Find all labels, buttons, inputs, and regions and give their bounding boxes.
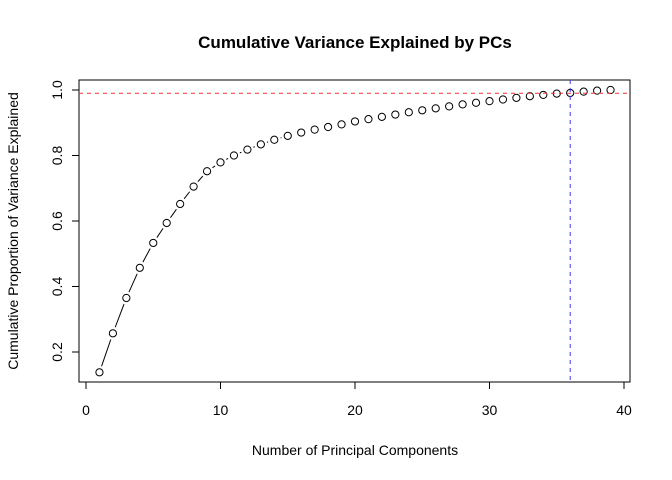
data-point (471, 98, 481, 107)
connector-segment (183, 191, 191, 200)
chart-title: Cumulative Variance Explained by PCs (198, 33, 512, 52)
data-point (108, 329, 118, 338)
x-tick-label: 40 (616, 402, 632, 418)
data-point (216, 158, 225, 167)
x-tick-label: 30 (482, 402, 498, 418)
data-point (404, 108, 413, 117)
data-points (95, 85, 615, 377)
data-point (189, 182, 198, 191)
connector-segment (197, 175, 204, 183)
connector-segment (170, 208, 177, 218)
data-point (202, 167, 212, 176)
data-point (270, 135, 279, 144)
data-point (485, 97, 494, 106)
data-point (579, 87, 588, 96)
x-axis-label: Number of Principal Components (252, 442, 458, 458)
connector-segment (114, 303, 125, 328)
connector-segment (101, 339, 112, 367)
data-point (229, 151, 239, 160)
data-point (297, 128, 306, 137)
data-point (283, 131, 292, 140)
connector-segment (239, 151, 242, 154)
connector-segments (101, 137, 282, 367)
connector-segment (142, 248, 151, 263)
y-tick-label: 1.0 (49, 80, 65, 100)
data-point (512, 93, 521, 102)
data-point (445, 102, 454, 111)
data-point (176, 199, 185, 209)
data-point (350, 117, 360, 126)
data-point (498, 95, 508, 104)
data-point (458, 100, 467, 109)
data-point (377, 112, 386, 121)
connector-segment (128, 273, 138, 293)
data-point (243, 145, 252, 154)
data-point (122, 293, 131, 303)
y-tick-label: 0.6 (49, 211, 65, 231)
connector-segment (226, 158, 229, 160)
data-point (593, 86, 602, 95)
connector-segment (212, 165, 216, 169)
data-point (391, 110, 400, 119)
y-axis: 0.2 0.4 0.6 0.8 1.0 (49, 80, 80, 362)
data-point (95, 368, 104, 377)
data-point (135, 263, 144, 272)
y-tick-label: 0.4 (49, 277, 65, 297)
data-point (256, 140, 265, 149)
data-point (337, 120, 346, 129)
data-point (431, 104, 440, 113)
connector-segment (156, 228, 164, 238)
data-point (324, 122, 333, 132)
data-point (606, 85, 615, 95)
x-axis: 0 10 20 30 40 (82, 381, 632, 418)
connector-segment (253, 146, 255, 148)
data-point (364, 115, 373, 124)
reference-lines (79, 80, 630, 382)
data-point (162, 218, 171, 228)
y-axis-label: Cumulative Proportion of Variance Explai… (5, 92, 21, 370)
x-tick-label: 0 (82, 402, 90, 418)
data-point (149, 238, 158, 248)
x-tick-label: 10 (213, 402, 229, 418)
data-point (418, 106, 427, 115)
y-tick-label: 0.8 (49, 146, 65, 166)
y-tick-label: 0.2 (49, 342, 65, 362)
data-point (539, 90, 548, 100)
x-tick-label: 20 (347, 402, 363, 418)
data-point (525, 92, 534, 101)
data-point (310, 125, 319, 134)
